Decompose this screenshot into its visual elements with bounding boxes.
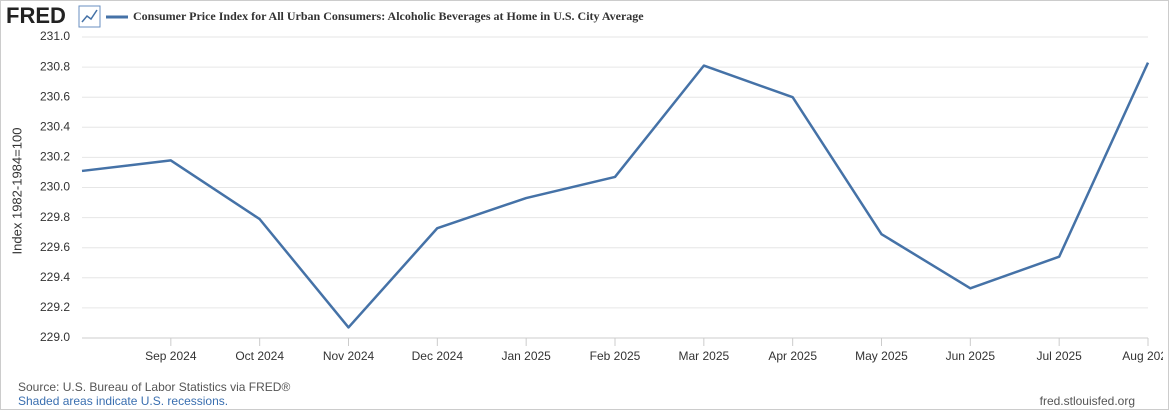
brand-logo: FRED (6, 3, 66, 28)
logo-icon (78, 5, 101, 28)
y-tick-label: 231.0 (40, 29, 70, 43)
x-tick-label: Jun 2025 (946, 349, 996, 363)
x-tick-label: Apr 2025 (768, 349, 817, 363)
x-tick-label: May 2025 (855, 349, 908, 363)
y-axis-label: Index 1982-1984=100 (9, 128, 24, 255)
x-tick-label: Mar 2025 (678, 349, 729, 363)
x-tick-label: Jan 2025 (501, 349, 551, 363)
y-tick-label: 229.4 (40, 270, 70, 284)
y-tick-label: 230.6 (40, 89, 70, 103)
x-tick-label: Dec 2024 (412, 349, 464, 363)
x-tick-label: Sep 2024 (145, 349, 197, 363)
series-line (81, 62, 1150, 329)
source: Source: U.S. Bureau of Labor Statistics … (18, 380, 290, 394)
y-tick-label: 229.8 (40, 210, 70, 224)
y-tick-label: 230.4 (40, 119, 70, 133)
x-tick-label: Feb 2025 (590, 349, 641, 363)
x-tick-label: Nov 2024 (323, 349, 375, 363)
y-tick-label: 230.0 (40, 180, 70, 194)
y-tick-label: 229.0 (40, 330, 70, 344)
y-tick-label: 229.6 (40, 240, 70, 254)
x-tick-label: Oct 2024 (235, 349, 284, 363)
y-tick-label: 230.2 (40, 150, 70, 164)
x-tick-label: Jul 2025 (1036, 349, 1082, 363)
x-tick-label: Aug 2025 (1122, 349, 1169, 363)
y-tick-label: 230.8 (40, 59, 70, 73)
y-tick-label: 229.2 (40, 300, 70, 314)
recession-note[interactable]: Shaded areas indicate U.S. recessions. (18, 394, 228, 408)
credit[interactable]: fred.stlouisfed.org (1040, 394, 1135, 408)
legend-label: Consumer Price Index for All Urban Consu… (133, 9, 644, 23)
